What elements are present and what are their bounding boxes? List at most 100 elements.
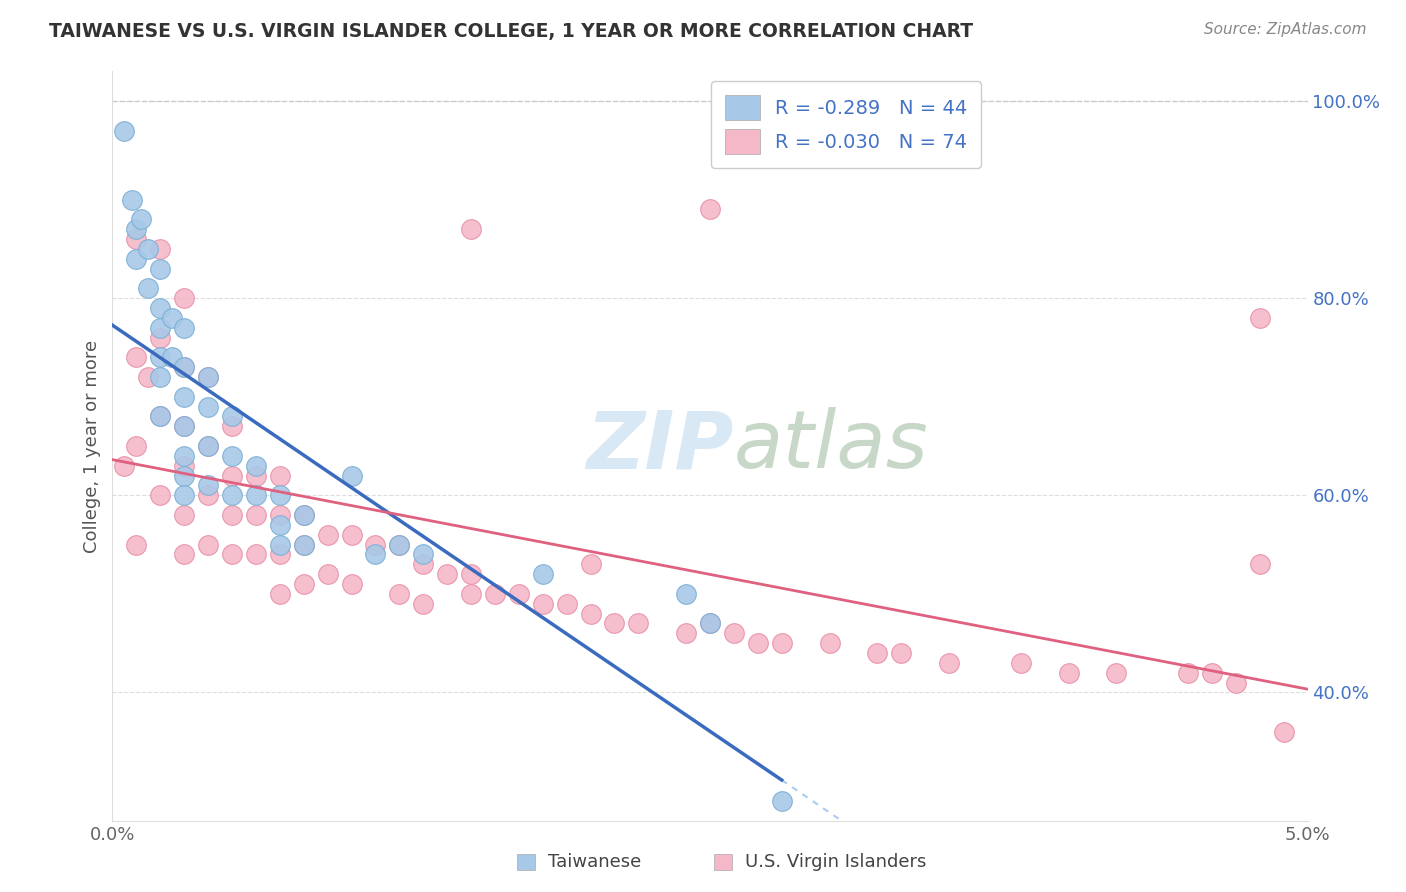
Point: [245, 548, 267, 562]
Point: [1177, 665, 1199, 680]
Point: [364, 538, 387, 552]
Point: [162, 310, 183, 325]
Point: [412, 558, 434, 572]
Point: [125, 222, 148, 236]
Point: [292, 508, 315, 522]
Text: Taiwanese: Taiwanese: [548, 853, 641, 871]
Point: [388, 587, 411, 601]
Point: [197, 400, 219, 414]
Point: [723, 626, 745, 640]
Point: [1057, 665, 1080, 680]
Point: [818, 636, 841, 650]
Point: [340, 527, 363, 541]
Point: [149, 409, 172, 424]
Point: [125, 252, 148, 266]
Point: [138, 370, 160, 384]
Point: [1010, 656, 1032, 670]
Legend: R = -0.289   N = 44, R = -0.030   N = 74: R = -0.289 N = 44, R = -0.030 N = 74: [711, 81, 981, 168]
Point: [197, 538, 219, 552]
Point: [221, 548, 243, 562]
Point: [269, 468, 291, 483]
Text: Source: ZipAtlas.com: Source: ZipAtlas.com: [1204, 22, 1367, 37]
Text: TAIWANESE VS U.S. VIRGIN ISLANDER COLLEGE, 1 YEAR OR MORE CORRELATION CHART: TAIWANESE VS U.S. VIRGIN ISLANDER COLLEG…: [49, 22, 973, 41]
Point: [579, 558, 602, 572]
Point: [364, 548, 387, 562]
Point: [1225, 675, 1247, 690]
Point: [1249, 310, 1271, 325]
Point: [603, 616, 626, 631]
Point: [316, 567, 339, 582]
Point: [197, 439, 219, 453]
Point: [460, 587, 482, 601]
Point: [149, 370, 172, 384]
Point: [245, 508, 267, 522]
Point: [221, 468, 243, 483]
Point: [531, 567, 554, 582]
Point: [531, 597, 554, 611]
Point: [149, 488, 172, 502]
Point: [149, 320, 172, 334]
Text: ZIP: ZIP: [586, 407, 734, 485]
Point: [221, 409, 243, 424]
Point: [173, 468, 195, 483]
Point: [125, 232, 148, 246]
Point: [866, 646, 889, 660]
Point: [221, 508, 243, 522]
Point: [197, 439, 219, 453]
Point: [173, 360, 195, 375]
Point: [269, 488, 291, 502]
Point: [125, 439, 148, 453]
Point: [555, 597, 578, 611]
Point: [173, 548, 195, 562]
Point: [292, 538, 315, 552]
Point: [173, 488, 195, 502]
Point: [149, 409, 172, 424]
Point: [675, 587, 697, 601]
Point: [1201, 665, 1223, 680]
Point: [292, 508, 315, 522]
Point: [197, 370, 219, 384]
Point: [114, 458, 135, 473]
Point: [173, 291, 195, 305]
Point: [770, 636, 793, 650]
Point: [460, 567, 482, 582]
Point: [292, 577, 315, 591]
Point: [340, 468, 363, 483]
Point: [699, 616, 721, 631]
Text: atlas: atlas: [734, 407, 929, 485]
Point: [125, 538, 148, 552]
Point: [890, 646, 912, 660]
Point: [245, 468, 267, 483]
Point: [484, 587, 506, 601]
Point: [173, 419, 195, 434]
Point: [269, 517, 291, 532]
Point: [579, 607, 602, 621]
Point: [388, 538, 411, 552]
Point: [1105, 665, 1128, 680]
Point: [1272, 725, 1295, 739]
Point: [938, 656, 960, 670]
Point: [149, 330, 172, 344]
Point: [747, 636, 769, 650]
Point: [508, 587, 530, 601]
Text: U.S. Virgin Islanders: U.S. Virgin Islanders: [745, 853, 927, 871]
Point: [197, 478, 219, 492]
Point: [436, 567, 458, 582]
Point: [173, 458, 195, 473]
Point: [412, 548, 434, 562]
Point: [162, 351, 183, 365]
Point: [770, 794, 793, 808]
Point: [245, 458, 267, 473]
Point: [221, 419, 243, 434]
Point: [412, 597, 434, 611]
Point: [138, 242, 160, 256]
Point: [292, 538, 315, 552]
Point: [173, 508, 195, 522]
Point: [269, 548, 291, 562]
Point: [149, 301, 172, 315]
Point: [173, 320, 195, 334]
Point: [138, 281, 160, 295]
Point: [460, 222, 482, 236]
Y-axis label: College, 1 year or more: College, 1 year or more: [83, 340, 101, 552]
Point: [269, 538, 291, 552]
